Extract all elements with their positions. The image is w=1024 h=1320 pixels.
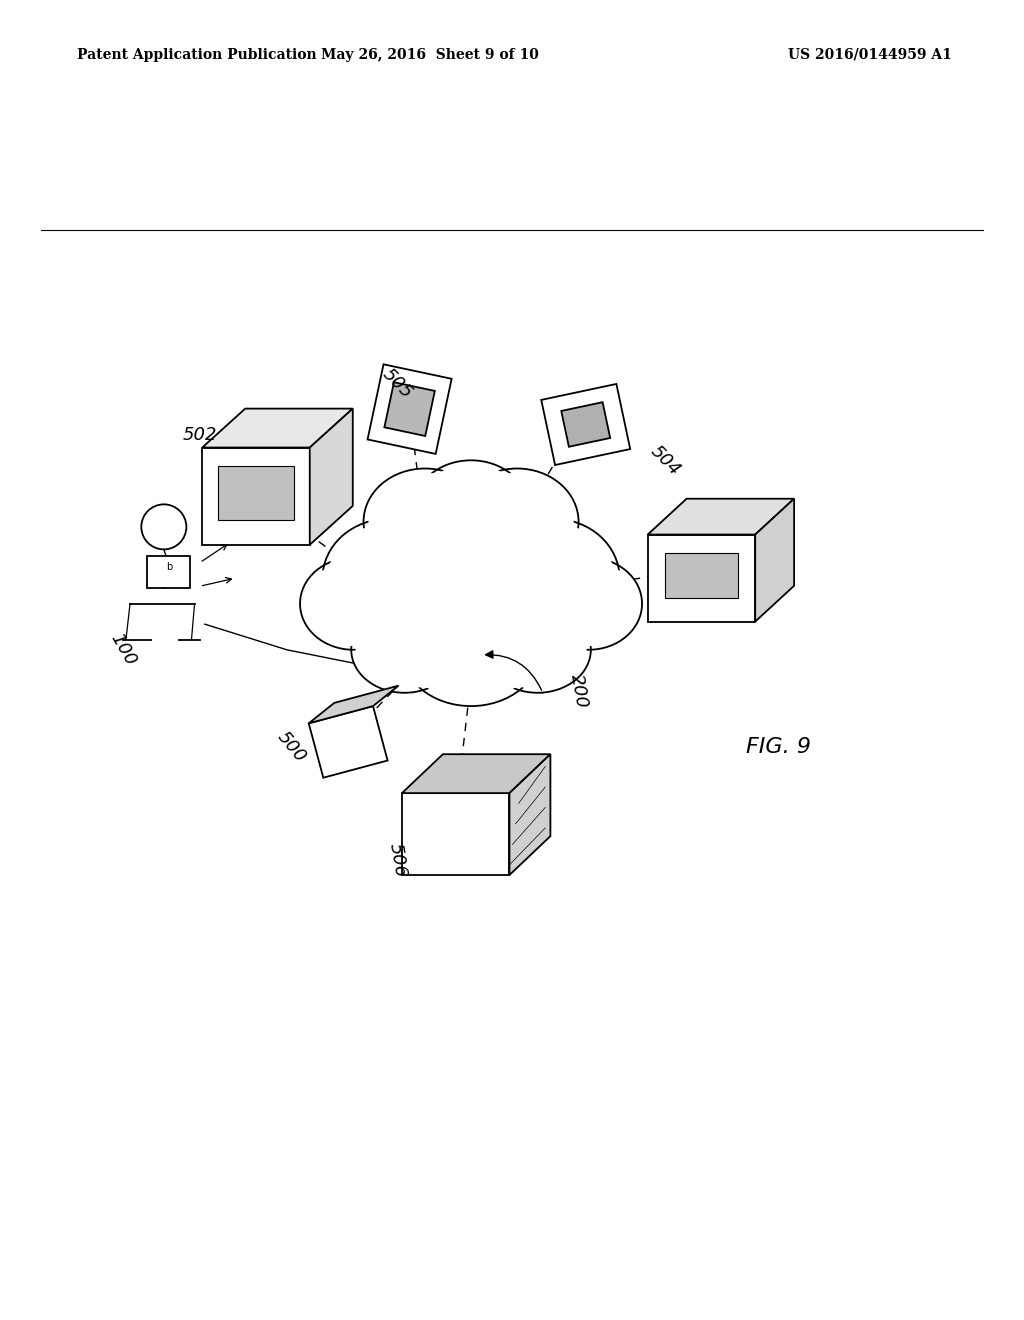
Text: 100: 100 [106, 631, 139, 669]
Text: US 2016/0144959 A1: US 2016/0144959 A1 [788, 48, 952, 62]
Polygon shape [542, 384, 630, 465]
Polygon shape [648, 499, 795, 535]
Text: May 26, 2016  Sheet 9 of 10: May 26, 2016 Sheet 9 of 10 [322, 48, 539, 62]
Ellipse shape [407, 598, 536, 701]
Ellipse shape [415, 461, 527, 553]
Text: 506: 506 [385, 841, 410, 878]
Polygon shape [561, 403, 610, 446]
Text: 200: 200 [566, 672, 591, 709]
Text: 500: 500 [273, 729, 310, 766]
Ellipse shape [300, 557, 407, 649]
Ellipse shape [536, 557, 642, 649]
Text: 502: 502 [182, 426, 217, 444]
Ellipse shape [328, 524, 451, 632]
Polygon shape [218, 466, 294, 520]
Ellipse shape [461, 473, 573, 570]
Text: b: b [166, 562, 172, 572]
Ellipse shape [355, 610, 454, 689]
Ellipse shape [492, 524, 614, 632]
Ellipse shape [540, 561, 638, 645]
Ellipse shape [323, 519, 456, 638]
Ellipse shape [419, 465, 523, 549]
Polygon shape [756, 499, 795, 622]
Polygon shape [665, 553, 738, 598]
Ellipse shape [364, 469, 486, 576]
Text: FIG. 9: FIG. 9 [745, 737, 811, 758]
Polygon shape [308, 706, 388, 777]
Polygon shape [648, 535, 756, 622]
Ellipse shape [456, 469, 579, 576]
Text: 504: 504 [647, 442, 684, 479]
Polygon shape [401, 754, 551, 793]
Polygon shape [401, 793, 510, 875]
Bar [147, 556, 190, 589]
Ellipse shape [536, 557, 642, 649]
Ellipse shape [323, 519, 456, 638]
Text: 505: 505 [379, 364, 416, 403]
Ellipse shape [351, 607, 458, 693]
Polygon shape [203, 447, 309, 545]
Ellipse shape [486, 519, 620, 638]
Polygon shape [309, 409, 352, 545]
Text: Patent Application Publication: Patent Application Publication [77, 48, 316, 62]
Ellipse shape [401, 594, 541, 706]
Ellipse shape [484, 607, 591, 693]
Ellipse shape [351, 607, 458, 693]
Ellipse shape [401, 594, 541, 706]
Ellipse shape [304, 561, 402, 645]
Polygon shape [510, 754, 551, 875]
Ellipse shape [415, 461, 527, 553]
FancyArrowPatch shape [485, 651, 542, 690]
Ellipse shape [486, 519, 620, 638]
Ellipse shape [456, 469, 579, 576]
Ellipse shape [300, 557, 407, 649]
Ellipse shape [364, 469, 486, 576]
Ellipse shape [374, 502, 568, 665]
Polygon shape [203, 409, 352, 447]
Ellipse shape [382, 508, 560, 659]
Ellipse shape [374, 502, 568, 665]
Polygon shape [368, 364, 452, 454]
Ellipse shape [488, 610, 587, 689]
Ellipse shape [484, 607, 591, 693]
Polygon shape [308, 685, 398, 723]
Ellipse shape [369, 473, 481, 570]
Polygon shape [384, 383, 435, 436]
